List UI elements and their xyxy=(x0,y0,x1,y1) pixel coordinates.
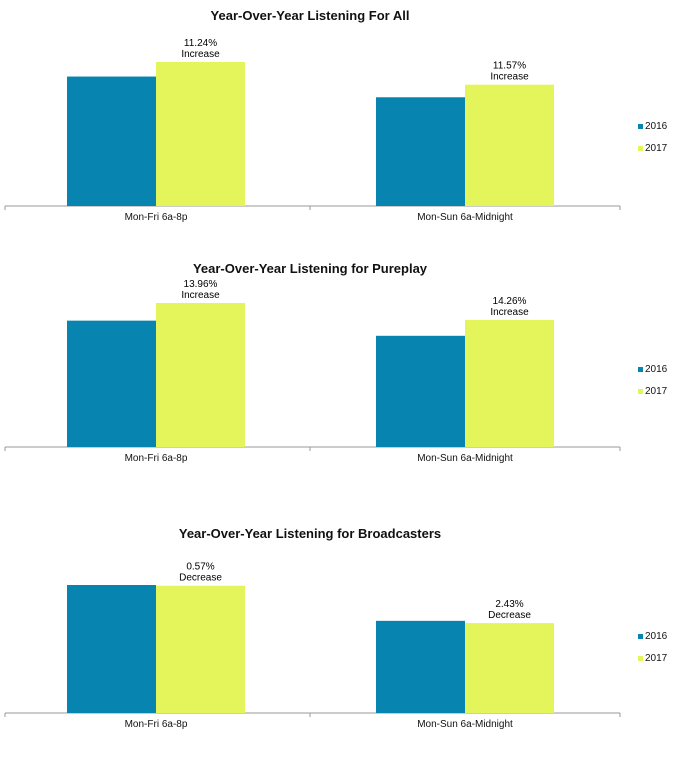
legend-item-2016: 2016 xyxy=(638,358,667,380)
chart-panel-0: Year-Over-Year Listening For All 11.24% In… xyxy=(0,0,687,240)
annotation-pct: 2.43% xyxy=(495,599,523,610)
legend: 2016 2017 xyxy=(638,115,667,159)
legend: 2016 2017 xyxy=(638,358,667,402)
chart-panel-1: Year-Over-Year Listening for Pureplay 13.… xyxy=(0,253,687,493)
legend-swatch xyxy=(638,388,643,394)
legend-swatch xyxy=(638,633,643,639)
annotation-pct: 14.26% xyxy=(493,296,527,307)
chart-title: Year-Over-Year Listening For All xyxy=(210,8,410,23)
bar-2016-1 xyxy=(376,620,465,713)
chart-panel-2: Year-Over-Year Listening for Broadcaster… xyxy=(0,518,687,758)
legend-item-2016: 2016 xyxy=(638,625,667,647)
category-label: Mon-Sun 6a-Midnight xyxy=(417,719,513,730)
legend-label: 2016 xyxy=(645,363,668,375)
chart-title: Year-Over-Year Listening for Pureplay xyxy=(192,261,428,276)
annotation-label: Increase xyxy=(490,307,529,318)
category-label: Mon-Fri 6a-8p xyxy=(124,453,188,464)
legend-label: 2017 xyxy=(645,652,668,664)
category-label: Mon-Fri 6a-8p xyxy=(124,719,188,730)
bar-2017-1 xyxy=(465,84,554,206)
legend-item-2017: 2017 xyxy=(638,647,667,669)
annotation-label: Increase xyxy=(181,290,220,301)
chart-title: Year-Over-Year Listening for Broadcaster… xyxy=(178,526,442,541)
annotation-label: Decrease xyxy=(488,610,531,621)
category-label: Mon-Sun 6a-Midnight xyxy=(417,453,513,464)
legend-label: 2016 xyxy=(645,120,668,132)
bar-2017-1 xyxy=(465,319,554,447)
bar-2016-0 xyxy=(67,585,156,713)
annotation-label: Increase xyxy=(181,49,220,60)
bar-2016-1 xyxy=(376,97,465,206)
annotation-pct: 11.57% xyxy=(493,61,526,72)
legend-label: 2016 xyxy=(645,630,668,642)
legend-swatch xyxy=(638,145,643,151)
annotation-pct: 13.96% xyxy=(184,279,218,290)
legend-swatch xyxy=(638,655,643,661)
annotation-label: Decrease xyxy=(179,573,222,584)
annotation-pct: 11.24% xyxy=(184,38,217,49)
annotation-label: Increase xyxy=(490,72,529,83)
bar-2017-0 xyxy=(156,62,245,206)
bar-2016-1 xyxy=(376,335,465,447)
legend-item-2017: 2017 xyxy=(638,137,667,159)
legend-item-2016: 2016 xyxy=(638,115,667,137)
category-label: Mon-Sun 6a-Midnight xyxy=(417,212,513,223)
legend-swatch xyxy=(638,366,643,372)
legend: 2016 2017 xyxy=(638,625,667,669)
bar-2017-1 xyxy=(465,623,554,713)
bar-2016-0 xyxy=(67,76,156,206)
bar-2017-0 xyxy=(156,303,245,447)
annotation-pct: 0.57% xyxy=(186,562,214,573)
category-label: Mon-Fri 6a-8p xyxy=(124,212,188,223)
legend-swatch xyxy=(638,123,643,129)
bar-2017-0 xyxy=(156,585,245,713)
legend-label: 2017 xyxy=(645,142,668,154)
legend-item-2017: 2017 xyxy=(638,380,667,402)
legend-label: 2017 xyxy=(645,385,668,397)
bar-2016-0 xyxy=(67,320,156,447)
